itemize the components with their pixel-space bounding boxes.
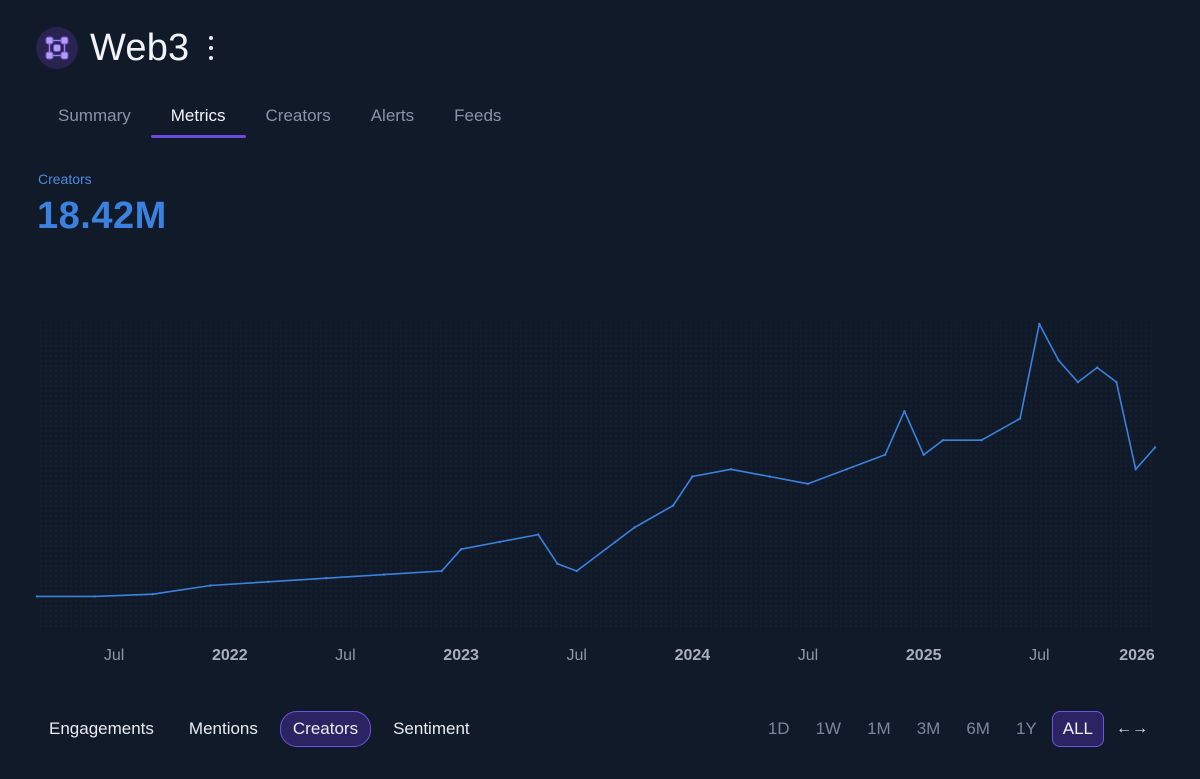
metric-selector: Engagements Mentions Creators Sentiment	[36, 711, 492, 747]
time-range-selector: 1D 1W 1M 3M 6M 1Y ALL ←→	[753, 711, 1148, 747]
range-1m[interactable]: 1M	[867, 719, 891, 738]
data-point	[980, 439, 983, 442]
data-point	[768, 475, 771, 478]
data-point	[35, 595, 39, 598]
data-point	[575, 569, 578, 573]
x-tick-label: 2026	[1119, 647, 1155, 664]
data-point	[1018, 417, 1022, 420]
data-point	[93, 595, 97, 598]
x-tick-label: 2022	[212, 647, 248, 664]
data-point	[1057, 359, 1060, 362]
metric-value: 18.42M	[37, 195, 167, 237]
data-point	[845, 468, 848, 471]
data-point	[903, 410, 906, 413]
range-1y[interactable]: 1Y	[1015, 719, 1037, 738]
metric-label: Creators	[38, 171, 92, 187]
data-point	[806, 482, 810, 485]
data-point	[1153, 446, 1157, 449]
data-point	[440, 569, 443, 573]
range-1w[interactable]: 1W	[815, 719, 842, 738]
data-point	[941, 439, 945, 442]
app-title: Web3	[90, 26, 190, 69]
data-point	[382, 573, 386, 576]
x-tick-label: Jul	[1029, 647, 1049, 664]
tab-summary[interactable]: Summary	[58, 106, 131, 125]
creators-line-chart[interactable]: Jul 2022 Jul 2023 Jul 2024 Jul 2025 Jul 2026	[0, 280, 1200, 675]
range-3m[interactable]: 3M	[916, 719, 941, 738]
data-point	[498, 540, 501, 544]
data-point	[459, 548, 463, 551]
metric-tab-engagements[interactable]: Engagements	[49, 719, 154, 738]
data-point	[633, 526, 636, 529]
creators-series-line	[37, 323, 1156, 598]
data-point	[267, 580, 270, 583]
x-tick-label: Jul	[798, 647, 818, 664]
x-tick-label: 2023	[443, 647, 479, 664]
x-tick-label: 2025	[906, 647, 942, 664]
data-point	[1038, 322, 1041, 326]
data-point	[1115, 380, 1118, 384]
range-all[interactable]: ALL	[1051, 711, 1104, 747]
range-6m[interactable]: 6M	[966, 719, 990, 738]
data-point	[729, 468, 733, 471]
metric-tab-mentions[interactable]: Mentions	[188, 719, 258, 738]
data-point	[614, 540, 617, 544]
data-point	[883, 453, 887, 456]
metric-tab-creators[interactable]: Creators	[279, 711, 372, 747]
tab-feeds[interactable]: Feeds	[454, 106, 502, 125]
data-point	[151, 593, 154, 596]
more-options-icon[interactable]	[205, 33, 217, 63]
data-point	[671, 504, 675, 507]
data-point	[922, 453, 925, 456]
metric-tab-sentiment[interactable]: Sentiment	[393, 719, 470, 738]
expand-arrows-icon[interactable]: ←→	[1116, 720, 1148, 737]
x-tick-label: Jul	[104, 647, 124, 664]
data-point	[1076, 380, 1080, 384]
tab-metrics[interactable]: Metrics	[150, 98, 246, 138]
x-tick-label: Jul	[566, 647, 586, 664]
data-point	[1096, 366, 1099, 369]
x-tick-label: 2024	[675, 647, 711, 664]
data-point	[556, 562, 559, 565]
app-header: Web3	[36, 24, 217, 72]
tab-alerts[interactable]: Alerts	[370, 106, 415, 125]
data-point	[691, 475, 694, 478]
x-tick-label: Jul	[335, 647, 355, 664]
data-point	[209, 584, 212, 587]
data-point	[537, 533, 540, 536]
data-point	[324, 577, 328, 580]
network-cube-logo	[36, 27, 78, 69]
main-tabs: Summary Metrics Creators Alerts Feeds	[38, 98, 521, 140]
tab-creators[interactable]: Creators	[265, 106, 331, 125]
data-point	[1134, 468, 1137, 471]
range-1d[interactable]: 1D	[767, 719, 790, 738]
